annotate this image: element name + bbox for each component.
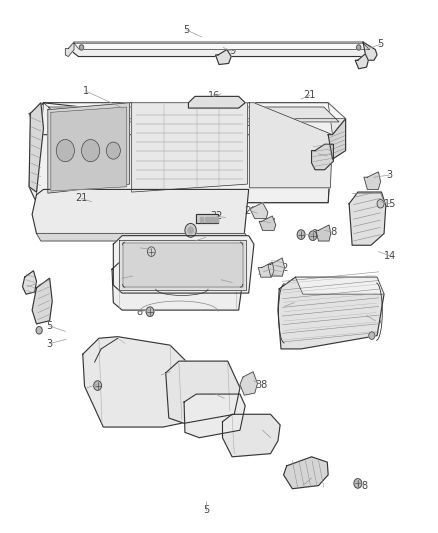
Circle shape	[79, 45, 84, 50]
Polygon shape	[259, 216, 276, 230]
Polygon shape	[74, 43, 370, 50]
Polygon shape	[184, 394, 245, 438]
Polygon shape	[49, 107, 339, 122]
Text: 3: 3	[386, 170, 392, 180]
Text: 33: 33	[298, 480, 310, 489]
Circle shape	[146, 307, 154, 317]
Circle shape	[354, 479, 362, 488]
Text: 20: 20	[321, 151, 333, 161]
Polygon shape	[250, 103, 332, 188]
Text: 28: 28	[369, 316, 381, 326]
Text: 7: 7	[229, 278, 235, 287]
Circle shape	[56, 140, 74, 161]
Text: 31: 31	[218, 393, 230, 403]
Polygon shape	[83, 337, 202, 427]
Circle shape	[297, 230, 305, 239]
Polygon shape	[29, 103, 43, 192]
Text: 9: 9	[282, 301, 288, 311]
Text: 38: 38	[256, 379, 268, 390]
Text: 11: 11	[155, 370, 167, 380]
Bar	[215, 216, 218, 222]
Circle shape	[377, 199, 384, 208]
Text: 30: 30	[116, 273, 128, 283]
Circle shape	[106, 142, 120, 159]
Polygon shape	[215, 50, 231, 64]
Text: 19: 19	[225, 46, 237, 56]
Polygon shape	[36, 103, 332, 203]
Circle shape	[188, 227, 193, 233]
Polygon shape	[316, 225, 331, 241]
Polygon shape	[65, 42, 74, 56]
Polygon shape	[48, 103, 130, 193]
Polygon shape	[284, 457, 328, 489]
Circle shape	[94, 381, 102, 390]
Polygon shape	[29, 103, 332, 203]
Text: 32: 32	[211, 211, 223, 221]
Text: 8: 8	[84, 383, 90, 393]
Polygon shape	[268, 258, 285, 276]
Polygon shape	[250, 203, 268, 219]
Polygon shape	[349, 192, 386, 245]
Text: 5: 5	[378, 39, 384, 49]
Text: 25: 25	[21, 282, 34, 292]
Polygon shape	[240, 372, 258, 395]
Text: 5: 5	[183, 25, 189, 35]
Text: 26: 26	[244, 206, 257, 216]
Circle shape	[309, 231, 317, 240]
Text: 1: 1	[83, 86, 89, 96]
Text: 18: 18	[325, 227, 338, 237]
Text: 16: 16	[208, 91, 220, 101]
Polygon shape	[32, 278, 52, 324]
Circle shape	[36, 327, 42, 334]
Text: 8: 8	[361, 481, 367, 490]
Polygon shape	[113, 236, 254, 293]
Bar	[200, 216, 203, 222]
Circle shape	[148, 247, 155, 256]
Text: 3: 3	[46, 338, 53, 349]
Polygon shape	[364, 172, 381, 189]
Text: 37: 37	[258, 267, 270, 277]
Polygon shape	[363, 42, 377, 60]
Polygon shape	[51, 107, 127, 191]
Polygon shape	[112, 262, 244, 310]
Text: 8: 8	[138, 243, 144, 253]
Polygon shape	[223, 414, 280, 457]
Text: 10: 10	[265, 433, 277, 443]
Text: 12: 12	[277, 263, 290, 272]
Polygon shape	[29, 103, 346, 135]
Bar	[205, 216, 208, 222]
Text: 21: 21	[304, 90, 316, 100]
Text: 24: 24	[264, 218, 277, 228]
Polygon shape	[166, 361, 240, 423]
Text: 15: 15	[384, 199, 396, 209]
Text: 14: 14	[384, 251, 396, 261]
Polygon shape	[278, 277, 384, 349]
Polygon shape	[120, 240, 246, 290]
Polygon shape	[311, 144, 333, 169]
Polygon shape	[22, 271, 36, 294]
Polygon shape	[295, 277, 384, 294]
Text: 5: 5	[203, 505, 209, 515]
Polygon shape	[328, 119, 346, 159]
Polygon shape	[355, 54, 368, 69]
Polygon shape	[196, 214, 218, 223]
Polygon shape	[68, 42, 375, 56]
Polygon shape	[258, 262, 274, 277]
Polygon shape	[43, 103, 346, 119]
Polygon shape	[132, 103, 247, 192]
Polygon shape	[188, 96, 245, 108]
Circle shape	[185, 223, 196, 237]
Circle shape	[369, 332, 375, 340]
Bar	[210, 216, 214, 222]
Circle shape	[81, 140, 100, 161]
Text: 8: 8	[137, 306, 143, 317]
Polygon shape	[123, 243, 243, 287]
Text: 21: 21	[75, 193, 88, 204]
Text: 5: 5	[46, 321, 53, 331]
Polygon shape	[32, 189, 249, 233]
Polygon shape	[36, 233, 250, 241]
Text: 8: 8	[311, 229, 317, 239]
Text: 6: 6	[192, 236, 198, 246]
Circle shape	[357, 45, 361, 50]
